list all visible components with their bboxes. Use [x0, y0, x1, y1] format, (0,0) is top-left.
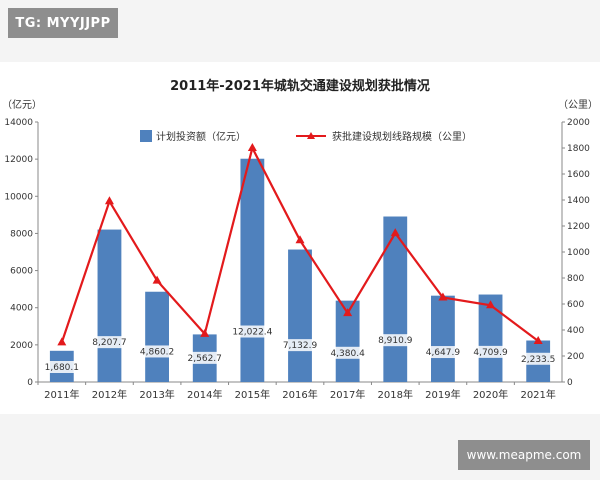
y-tick-labels-left: 0 2000 4000 6000 8000 10000 12000 14000	[4, 118, 33, 388]
x-tick-label: 2017年	[330, 388, 365, 401]
line-point	[200, 328, 210, 337]
y-axis-right-unit: （公里）	[558, 99, 598, 111]
watermark-bottom: www.meapme.com	[458, 440, 590, 470]
x-tick-label: 2011年	[44, 388, 79, 401]
y-tick-label-right: 200	[567, 352, 584, 362]
y-tick-label-left: 14000	[4, 118, 33, 128]
chart-svg: 2011年-2021年城轨交通建设规划获批情况 （亿元） （公里） 计划投资额（…	[2, 78, 598, 401]
bar-data-label: 4,380.4	[330, 349, 365, 359]
bar-data-label: 1,680.1	[45, 363, 79, 373]
y-tick-label-right: 1800	[567, 144, 590, 154]
bar-label-bg	[373, 334, 418, 347]
bar	[288, 249, 312, 382]
x-tick-label: 2020年	[473, 388, 508, 401]
x-tick-label: 2018年	[378, 388, 413, 401]
line-point	[57, 337, 67, 346]
line-point	[533, 336, 543, 345]
y-tick-label-right: 800	[567, 274, 584, 284]
legend-bar-label: 计划投资额（亿元）	[156, 130, 246, 143]
bar-label-bg	[230, 325, 275, 338]
bar	[431, 295, 455, 382]
y-tick-label-left: 4000	[10, 304, 33, 314]
chart-title: 2011年-2021年城轨交通建设规划获批情况	[170, 78, 430, 94]
y-tick-label-left: 0	[27, 378, 33, 388]
x-tick-label: 2012年	[92, 388, 127, 401]
bar-label-bg	[39, 361, 84, 373]
bar-data-label: 12,022.4	[232, 328, 272, 338]
bar	[97, 229, 122, 382]
x-tick-label: 2016年	[282, 388, 317, 401]
bar	[383, 216, 408, 382]
bar	[145, 291, 169, 382]
bar	[335, 300, 360, 382]
line-point	[104, 196, 114, 205]
bar-label-bg	[516, 352, 561, 365]
bar-data-label: 7,132.9	[283, 341, 318, 351]
bar-label-bg	[87, 336, 132, 349]
x-tick-label: 2015年	[235, 388, 270, 401]
legend-bar-swatch	[140, 130, 152, 142]
bar-label-bg	[135, 345, 180, 358]
bar	[240, 158, 265, 382]
y-tick-labels-right: 0 200 400 600 800 1000 1200 1400 1600 1800 2000	[567, 118, 590, 388]
line-point	[486, 300, 496, 309]
line-point	[152, 275, 162, 284]
bar-data-label: 2,233.5	[521, 355, 555, 365]
y-tick-label-left: 8000	[10, 229, 33, 239]
y-tick-label-right: 1200	[567, 222, 590, 232]
legend: 计划投资额（亿元） 获批建设规划线路规模（公里）	[140, 130, 472, 143]
y-tick-label-right: 600	[567, 300, 584, 310]
bar	[478, 294, 503, 382]
y-tick-label-right: 1000	[567, 248, 590, 258]
bar-data-label: 4,647.9	[426, 348, 461, 358]
bar-data-label: 8,910.9	[378, 336, 413, 346]
line-point	[247, 143, 257, 151]
y-tick-label-left: 12000	[4, 155, 33, 165]
y-tick-label-left: 6000	[10, 267, 33, 277]
bar-label-bg	[278, 339, 322, 352]
y-tick-label-right: 1600	[567, 170, 590, 180]
legend-line-marker	[307, 132, 315, 139]
y-axis-left-unit: （亿元）	[2, 98, 42, 111]
y-tick-label-left: 10000	[4, 192, 33, 202]
bar-data-label: 2,562.7	[188, 354, 222, 364]
x-tick-label: 2013年	[139, 388, 174, 401]
bar-label-bg	[182, 351, 227, 364]
x-tick-label: 2019年	[425, 388, 460, 401]
x-tick-label: 2021年	[520, 388, 555, 401]
bar-data-label: 4,860.2	[140, 347, 174, 357]
line-series	[57, 143, 543, 346]
bar-data-label: 8,207.7	[92, 338, 126, 348]
y-tick-label-right: 400	[567, 326, 584, 336]
line-point	[390, 228, 400, 237]
y-tick-label-right: 1400	[567, 196, 590, 206]
legend-line-label: 获批建设规划线路规模（公里）	[332, 130, 472, 143]
bar-data-label: 4,709.9	[473, 348, 508, 358]
x-tick-label: 2014年	[187, 388, 222, 401]
line-point	[438, 292, 448, 301]
line-point	[343, 308, 353, 317]
bar-labels: 1,680.1 8,207.7 4,860.2 2,562.7 12,022.4 7,13…	[39, 325, 561, 373]
bar-label-bg	[325, 346, 370, 359]
line-point	[295, 235, 305, 244]
chart-panel: 2011年-2021年城轨交通建设规划获批情况 （亿元） （公里） 计划投资额（…	[0, 62, 600, 414]
bar-label-bg	[420, 346, 465, 359]
x-tick-labels: 2011年 2012年 2013年 2014年 2015年 2016年 2017年 2018年…	[44, 388, 556, 401]
bar-label-bg	[468, 345, 513, 358]
y-tick-label-right: 0	[567, 378, 573, 388]
watermark-top: TG: MYYJJPP	[8, 8, 118, 38]
y-tick-label-right: 2000	[567, 118, 590, 128]
y-tick-label-left: 2000	[10, 341, 33, 351]
